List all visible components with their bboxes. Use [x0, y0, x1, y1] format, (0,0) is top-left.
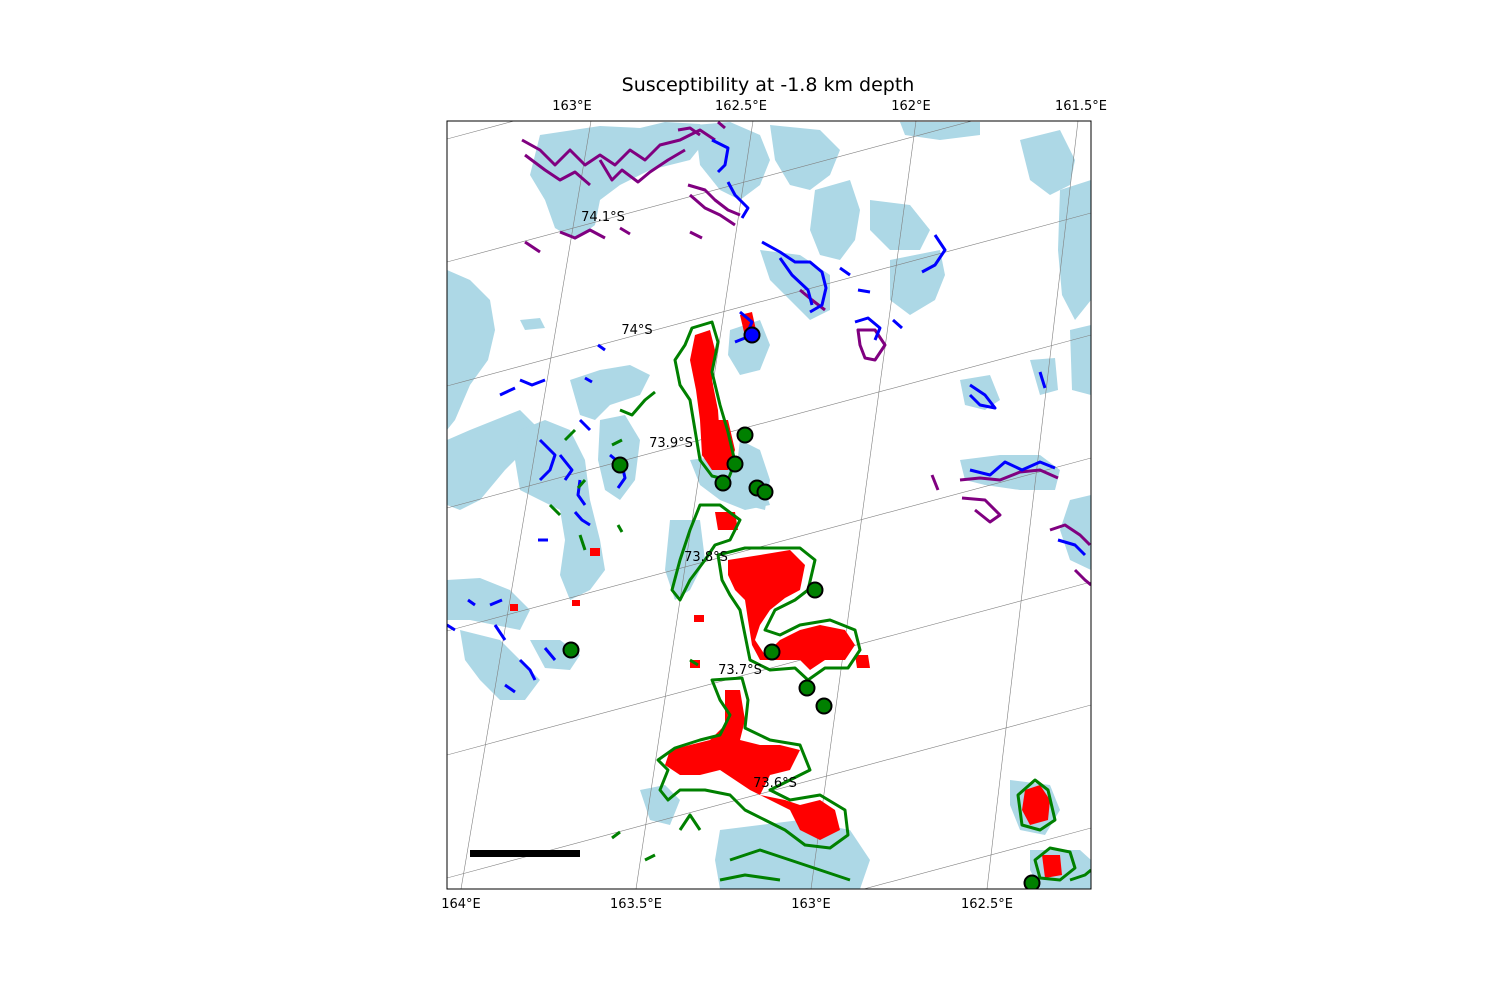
map-title: Susceptibility at -1.8 km depth — [622, 74, 915, 96]
station-marker — [736, 426, 754, 444]
purple-contour-layer — [521, 121, 1091, 587]
lat-label: 74.1°S — [581, 210, 625, 225]
lat-label: 73.6°S — [753, 776, 797, 791]
lon-label-top: 161.5°E — [1055, 99, 1107, 114]
high-susceptibility-layer — [510, 312, 1062, 878]
lon-label-bottom: 162.5°E — [961, 897, 1013, 912]
lon-label-top: 163°E — [552, 99, 592, 114]
lon-label-top: 162.5°E — [715, 99, 767, 114]
station-marker — [611, 456, 629, 474]
station-marker — [714, 474, 732, 492]
scale-bar — [470, 850, 580, 857]
blue-contour-layer — [447, 138, 1087, 694]
station-marker — [798, 679, 816, 697]
station-marker — [743, 326, 761, 344]
station-marker — [815, 697, 833, 715]
station-marker — [806, 581, 824, 599]
lon-label-top: 162°E — [891, 99, 931, 114]
station-marker — [562, 641, 580, 659]
lat-label: 73.9°S — [649, 436, 693, 451]
station-marker — [1023, 874, 1041, 889]
station-marker — [756, 483, 774, 501]
graticule — [447, 121, 1091, 889]
map-frame — [446, 120, 1092, 890]
rock-outcrop-layer — [447, 122, 1091, 889]
station-layer — [562, 326, 1041, 889]
latitude-labels: 74.1°S 74°S 73.9°S 73.8°S 73.7°S 73.6°S — [581, 210, 797, 791]
map-area — [447, 121, 1091, 889]
lon-label-bottom: 163°E — [791, 897, 831, 912]
station-marker — [726, 455, 744, 473]
green-contour-layer — [548, 320, 1091, 882]
station-marker — [763, 643, 781, 661]
top-longitude-labels: 163°E 162.5°E 162°E 161.5°E — [552, 99, 1107, 114]
lon-label-bottom: 164°E — [441, 897, 481, 912]
bottom-longitude-labels: 164°E 163.5°E 163°E 162.5°E — [441, 897, 1013, 912]
lon-label-bottom: 163.5°E — [610, 897, 662, 912]
lat-label: 73.7°S — [718, 663, 762, 678]
lat-label: 74°S — [621, 323, 652, 338]
lat-label: 73.8°S — [684, 550, 728, 565]
